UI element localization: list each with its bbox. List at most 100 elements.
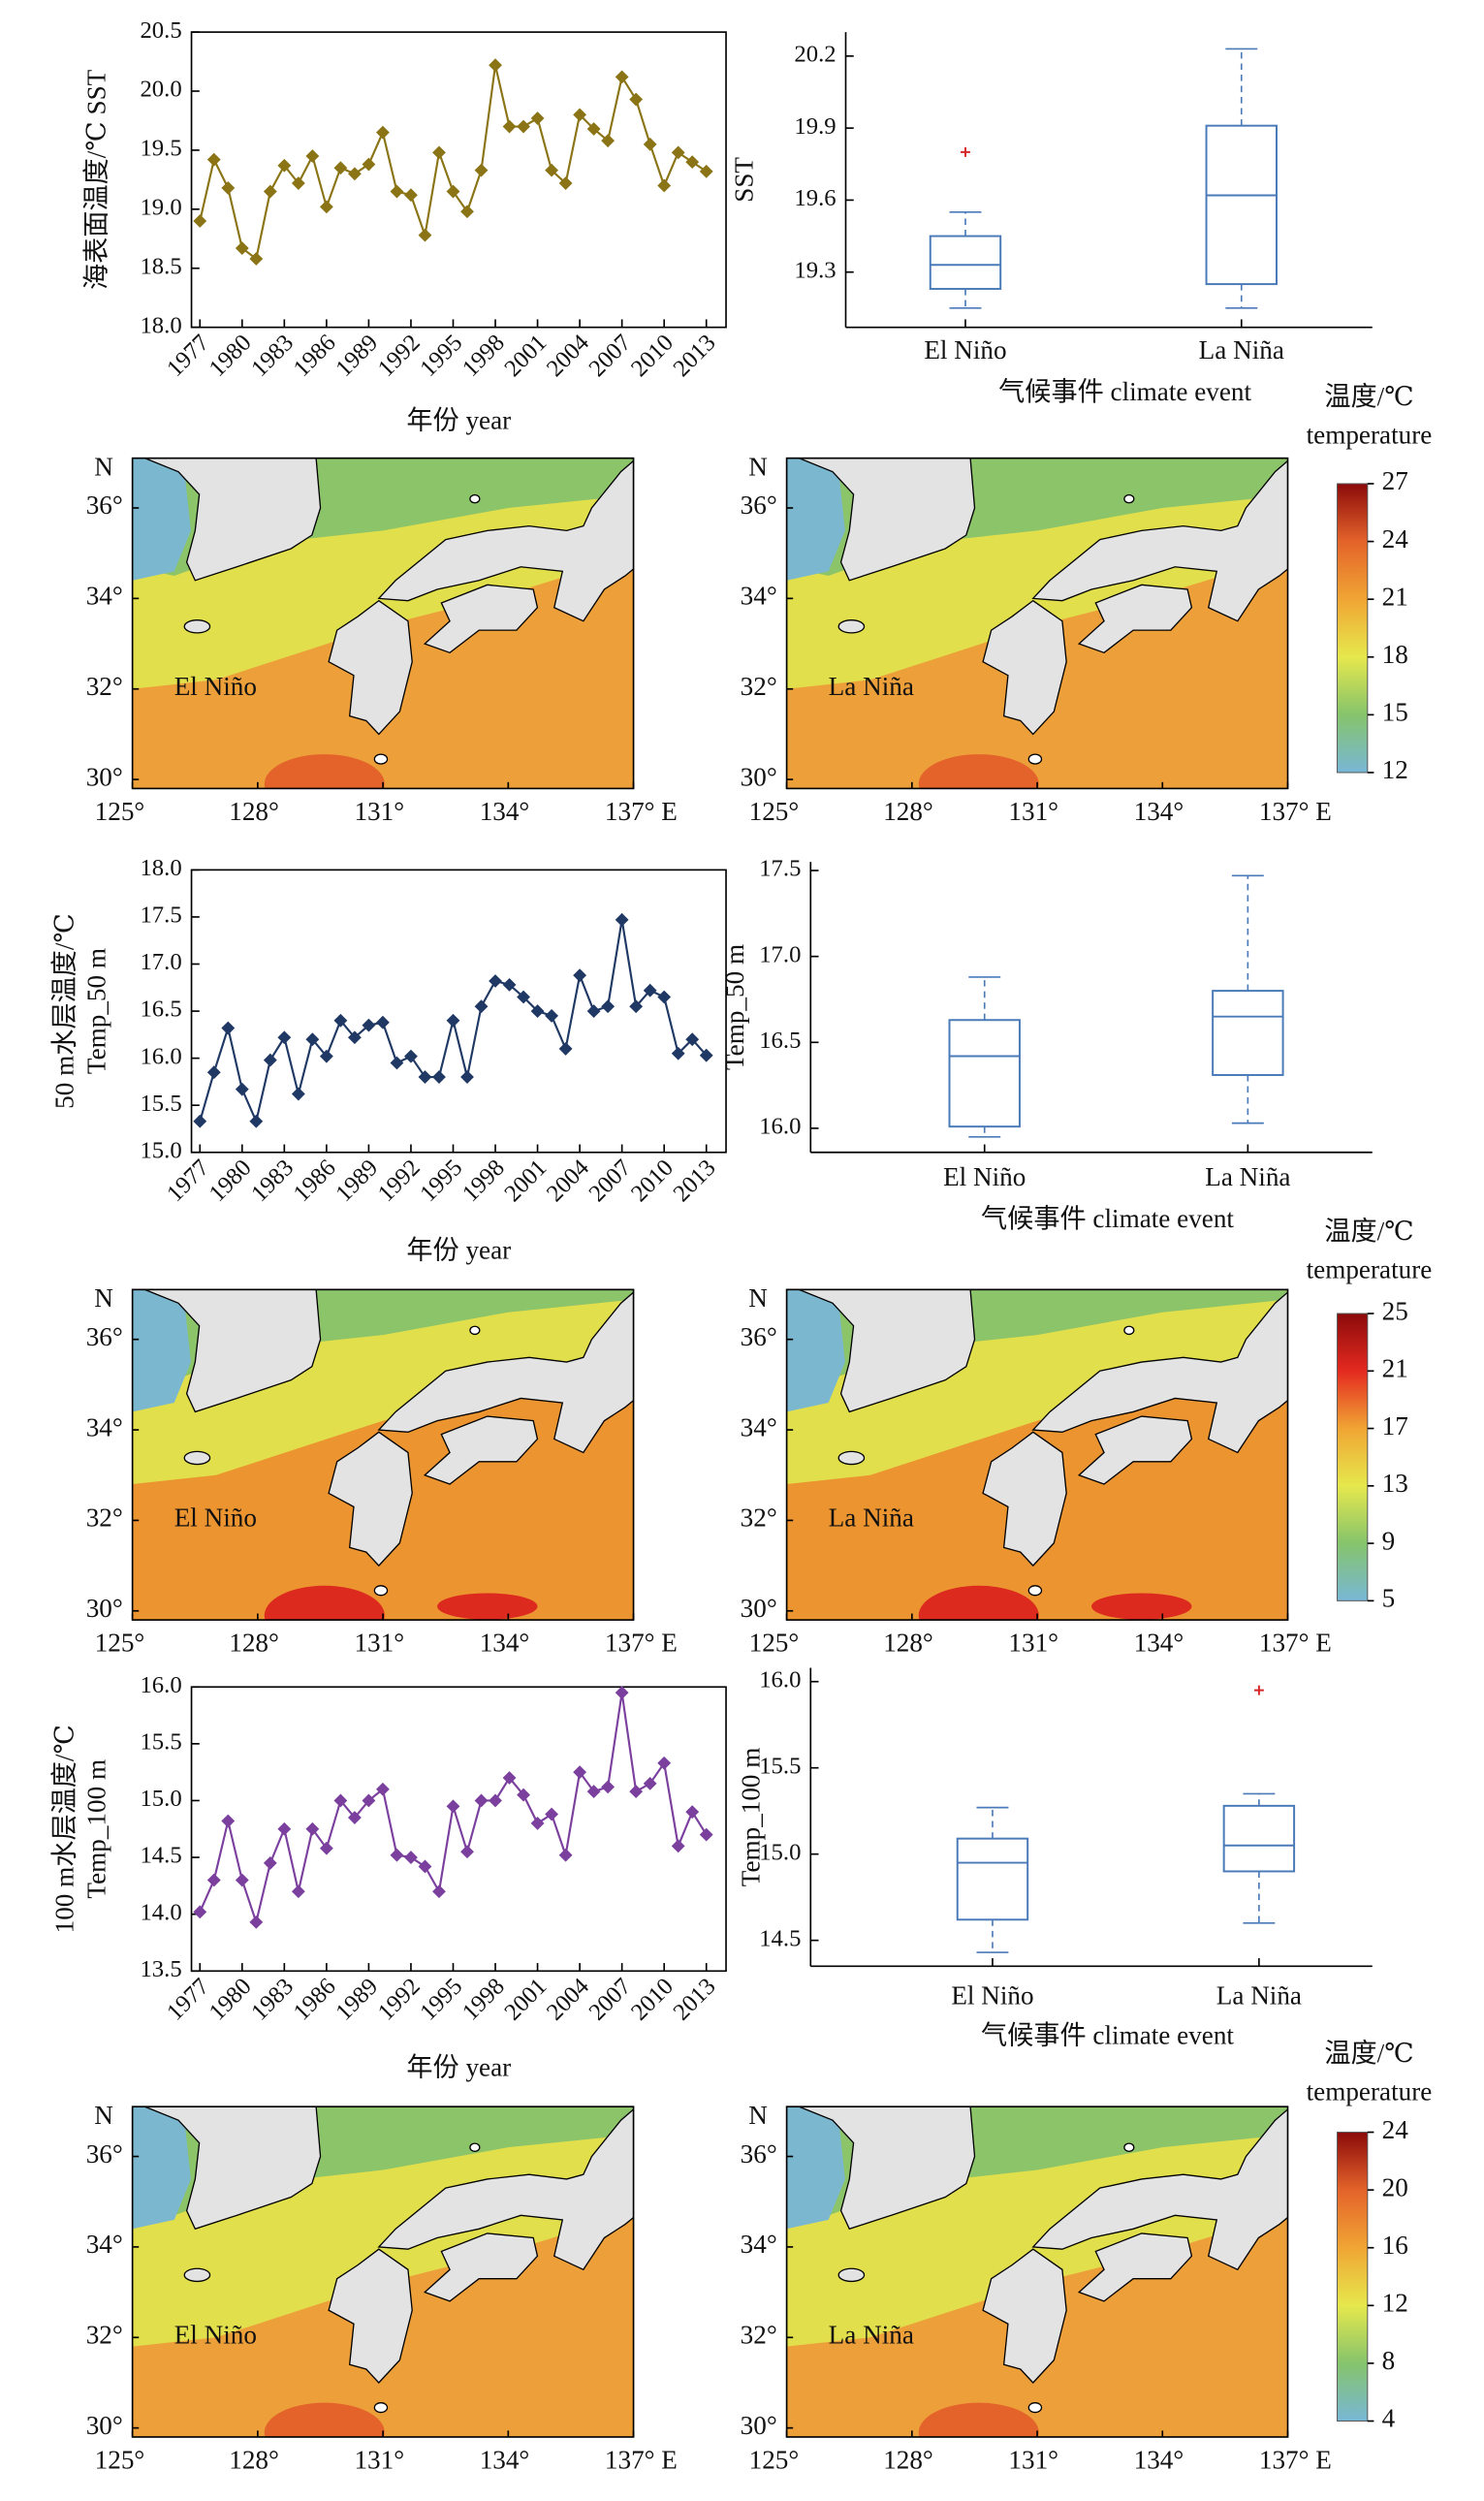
x-tick-label: 2013 [669,1155,721,1207]
lon-tick-label: 125° [95,1629,145,1658]
x-tick-label: 2001 [499,1974,552,2026]
marker [517,1788,530,1802]
y-tick-label: 18.5 [140,253,181,279]
marker [193,214,207,228]
marker [390,1848,404,1862]
colorbar-title: 温度/℃ [1324,382,1413,411]
y-tick-label: 14.0 [140,1899,181,1925]
warm-core [1091,1593,1192,1620]
colorbar-tick-label: 16 [1382,2231,1408,2260]
marker [446,1013,460,1028]
island [1027,1585,1043,1597]
lon-tick-label: 134° [480,797,530,826]
y-axis-label: Temp_50 m [720,944,749,1070]
y-tick-label: 20.2 [794,42,836,68]
colorbar-tick-label: 9 [1382,1526,1396,1555]
x-tick-label: 2007 [584,1155,636,1207]
map-label: El Niño [174,1504,257,1533]
lat-tick-label: 34° [86,1412,123,1441]
lon-tick-label: 128° [883,797,933,826]
marker [629,1785,644,1798]
colorbar-tick-label: 15 [1382,698,1408,727]
y-axis-label: Temp_100 m [736,1748,765,1887]
y-tick-label: 18.0 [140,855,181,881]
y-tick-label: 19.3 [794,257,836,283]
y-tick-label: 19.6 [794,185,836,211]
lat-tick-label: 36° [741,491,777,520]
marker [530,1004,545,1018]
lat-tick-label: 36° [86,1322,123,1351]
marker [685,1805,700,1820]
colorbar-title: 温度/℃ [1324,2039,1413,2068]
y-tick-label: 16.0 [140,1043,181,1069]
marker [376,125,390,140]
map-label: El Niño [174,2321,257,2350]
marker [221,1814,236,1828]
marker [291,1087,305,1101]
colorbar-tick-label: 12 [1382,2289,1408,2318]
lat-tick-label: 30° [741,762,777,791]
x-tick-label: El Niño [943,1162,1026,1191]
marker [601,134,616,148]
warm-core [918,754,1039,789]
marker [545,163,558,177]
y-axis-label: Temp_50 m [81,948,111,1074]
island [1123,1325,1135,1336]
land [1031,459,1288,622]
x-axis-label: 气候事件 climate event [998,377,1251,406]
land [1077,584,1193,654]
marker [558,1042,573,1056]
lon-tick-label: 131° [1008,1629,1058,1658]
y-tick-label: 17.5 [140,902,181,929]
sea-band [786,458,845,581]
colorbar-tick-label: 17 [1382,1411,1408,1440]
outlier [1253,1685,1264,1695]
north-label: N [94,452,113,481]
lon-tick-label: 134° [1134,797,1184,826]
lat-tick-label: 30° [86,1594,123,1623]
marker [699,1827,713,1842]
marker [319,1841,333,1855]
x-tick-label: 2004 [542,330,594,382]
land [799,458,976,582]
x-tick-label: 1995 [415,330,467,382]
x-tick-label: 2010 [626,1155,679,1207]
marker [193,1114,207,1128]
marker [347,167,362,181]
lon-tick-label: 134° [1134,1629,1184,1658]
y-axis-label: 50 m水层温度/℃ [49,913,79,1109]
marker [530,1816,545,1830]
marker [390,184,404,199]
marker [657,1756,672,1770]
marker [489,58,502,73]
y-tick-label: 15.0 [759,1839,801,1865]
marker [545,1807,558,1821]
land [799,2106,976,2231]
sea-band [132,1289,191,1412]
land [1031,2108,1288,2271]
x-axis-label: 气候事件 climate event [981,1204,1234,1233]
y-tick-label: 20.0 [140,77,181,103]
marker [206,1873,221,1887]
marker [586,1004,601,1018]
marker [305,1032,320,1047]
map-label: La Niña [829,1504,914,1533]
x-tick-label: 1998 [458,330,510,382]
marker [446,1799,460,1814]
colorbar-tick-label: 21 [1382,582,1408,611]
lon-tick-label: 134° [480,2446,530,2475]
map [786,1289,1288,1621]
land [144,2106,322,2231]
x-tick-label: 1986 [289,1155,341,1207]
lat-tick-label: 30° [741,2411,777,2440]
marker [291,1884,305,1899]
marker [305,149,320,163]
island [837,619,866,634]
island [373,2402,389,2414]
y-tick-label: 13.5 [140,1956,181,1982]
marker [376,1015,390,1029]
land [423,1415,539,1485]
y-tick-label: 15.0 [140,1137,181,1163]
x-tick-label: 1998 [458,1155,510,1207]
